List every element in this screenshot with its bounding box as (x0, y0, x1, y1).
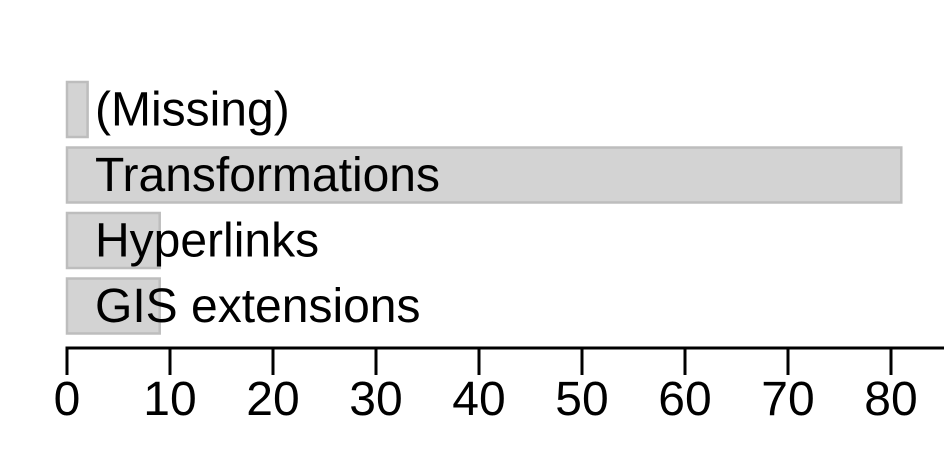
x-tick-label-0: 0 (54, 373, 81, 426)
x-tick-label-80: 80 (864, 373, 917, 426)
x-tick-label-60: 60 (658, 373, 711, 426)
bar-transformations (65, 146, 903, 204)
x-tick-label-50: 50 (555, 373, 608, 426)
x-tick-label-20: 20 (246, 373, 299, 426)
bar-missing (65, 80, 89, 139)
bar-gis-extensions (65, 277, 161, 335)
x-tick-label-70: 70 (761, 373, 814, 426)
x-tick-label-30: 30 (349, 373, 402, 426)
x-tick-label-10: 10 (143, 373, 196, 426)
x-axis: 0 10 20 30 40 50 60 70 80 (54, 346, 944, 426)
bars-group (65, 80, 903, 335)
x-tick-label-40: 40 (452, 373, 505, 426)
bar-label-transformations: Transformations (95, 149, 440, 202)
bar-label-hyperlinks: Hyperlinks (95, 215, 319, 268)
bar-hyperlinks (65, 211, 161, 270)
bar-labels-group: (Missing) Transformations Hyperlinks GIS ex… (95, 84, 440, 334)
bar-label-gis-extensions: GIS extensions (95, 280, 421, 333)
bar-label-missing: (Missing) (95, 84, 290, 137)
